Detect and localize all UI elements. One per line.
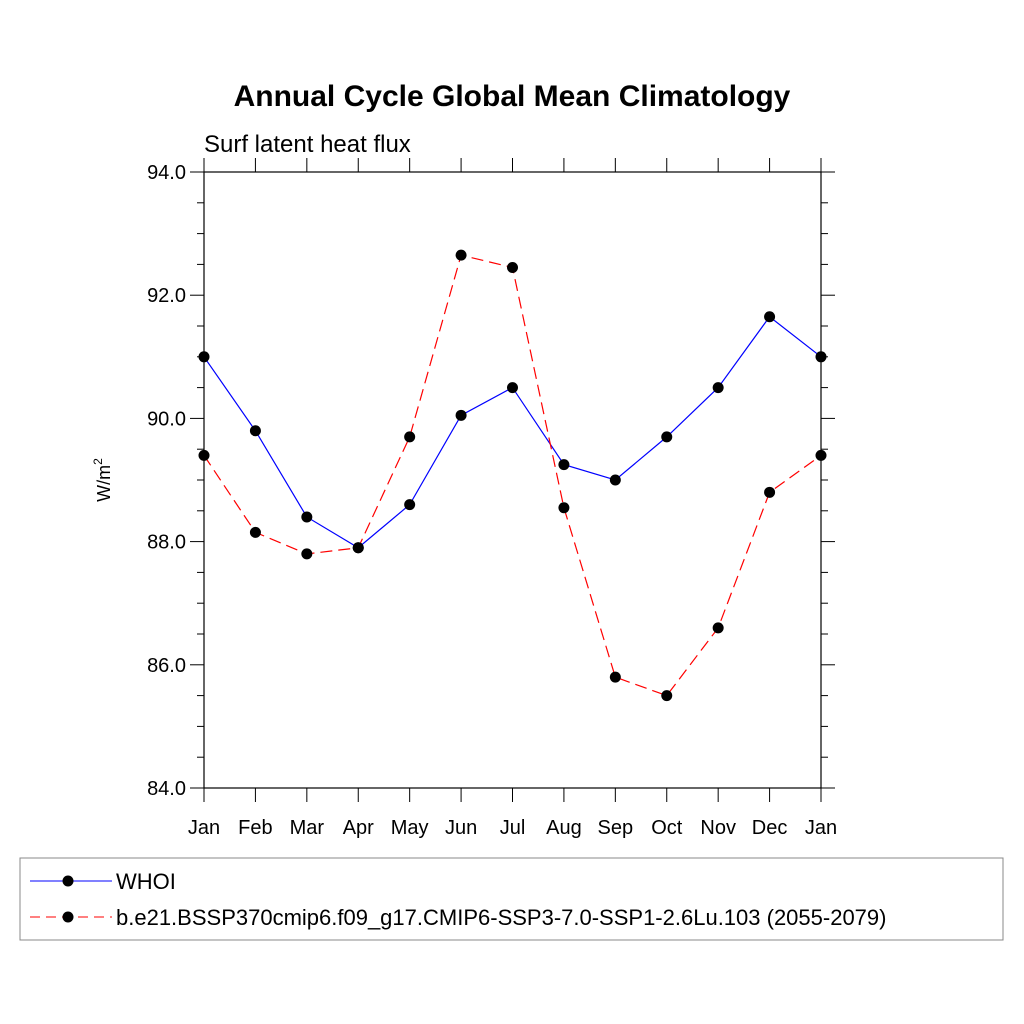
series-1-point	[198, 449, 210, 461]
series-0-point	[558, 459, 570, 471]
series-0-point	[815, 351, 827, 363]
y-tick-label: 84.0	[147, 778, 186, 800]
x-tick-label: Sep	[598, 817, 634, 839]
series-1-point	[764, 486, 776, 498]
legend-label-model: b.e21.BSSP370cmip6.f09_g17.CMIP6-SSP3-7.…	[116, 905, 886, 930]
series-1-point	[249, 526, 261, 538]
series-0-point	[404, 499, 416, 511]
x-tick-label: Jul	[500, 817, 526, 839]
y-tick-label: 90.0	[147, 408, 186, 430]
series-1-point	[301, 548, 313, 560]
series-1-point	[455, 249, 467, 261]
legend: WHOI b.e21.BSSP370cmip6.f09_g17.CMIP6-SS…	[19, 857, 1004, 941]
chart-title: Annual Cycle Global Mean Climatology	[234, 80, 791, 113]
series-line-1	[203, 254, 822, 697]
series-line-0	[203, 315, 822, 549]
series-1-point	[352, 542, 364, 554]
y-tick-labels: 84.0 86.0 88.0 90.0 92.0 94.0	[147, 162, 186, 800]
series-0-point	[609, 474, 621, 486]
y-tick-label: 92.0	[147, 285, 186, 307]
x-tick-label: Mar	[290, 817, 325, 839]
minor-ticks	[197, 202, 828, 758]
legend-marker-whoi	[62, 875, 74, 887]
x-tick-label: May	[391, 817, 429, 839]
chart-subtitle: Surf latent heat flux	[204, 131, 411, 158]
series-0-point	[661, 431, 673, 443]
y-axis-label: W/m2	[91, 458, 114, 502]
x-tick-labels: Jan Feb Mar Apr May Jun Jul Aug Sep Oct Nov Dec Jan	[188, 817, 837, 839]
x-tick-label: Apr	[343, 817, 374, 839]
series-0-point	[455, 409, 467, 421]
y-tick-label: 94.0	[147, 162, 186, 184]
x-tick-label: Dec	[752, 817, 788, 839]
series-0-point	[198, 351, 210, 363]
x-tick-label: Jan	[188, 817, 220, 839]
y-tick-label: 88.0	[147, 532, 186, 554]
series-1-point	[712, 622, 724, 634]
series-0-point	[507, 382, 518, 394]
series-1-point	[609, 671, 621, 683]
series-1-point	[507, 261, 518, 273]
x-tick-label: Oct	[651, 817, 683, 839]
y-tick-label: 86.0	[147, 655, 186, 677]
series-1-point	[404, 431, 416, 443]
legend-box	[19, 857, 1004, 941]
series-1-point	[815, 449, 827, 461]
series-layer	[198, 249, 827, 702]
x-tick-label: Aug	[546, 817, 582, 839]
series-0-point	[249, 425, 261, 437]
series-0-point	[764, 311, 776, 323]
series-1-point	[558, 502, 570, 514]
legend-label-whoi: WHOI	[116, 869, 176, 894]
series-0-point	[712, 382, 724, 394]
series-0-point	[301, 511, 313, 523]
x-tick-label: Nov	[700, 817, 736, 839]
legend-marker-model	[62, 911, 74, 923]
axis-frame	[190, 158, 835, 802]
x-tick-label: Feb	[238, 817, 272, 839]
x-tick-label: Jun	[445, 817, 477, 839]
x-tick-label: Jan	[805, 817, 837, 839]
series-1-point	[661, 690, 673, 702]
